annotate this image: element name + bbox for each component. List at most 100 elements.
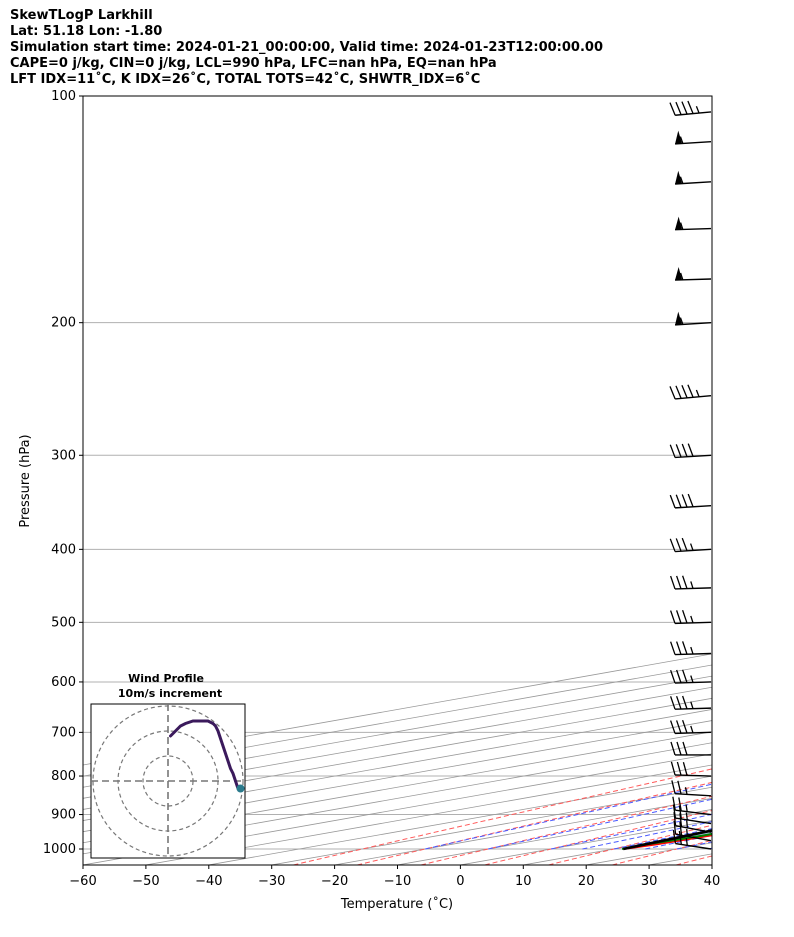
barb-half-feather — [690, 646, 694, 655]
wind-barb — [672, 804, 712, 825]
barb-staff — [674, 227, 712, 231]
wind-barb — [671, 780, 712, 797]
barb-feather — [682, 609, 688, 624]
y-axis-label: Pressure (hPa) — [18, 434, 33, 527]
y-tick-label: 600 — [51, 675, 76, 690]
wind-barb — [672, 829, 712, 850]
x-tick-label: −20 — [321, 874, 348, 889]
barb-feather — [676, 720, 682, 734]
barb-feather — [670, 575, 676, 590]
barb-half-feather — [686, 820, 689, 828]
barb-feather — [676, 575, 682, 589]
moist-adiabat-lines — [425, 96, 794, 850]
barb-feather — [676, 761, 682, 776]
dry-adiabat — [357, 781, 712, 865]
barb-half-feather — [684, 787, 688, 795]
y-tick-label: 1000 — [43, 842, 76, 857]
x-tick-label: −40 — [195, 874, 222, 889]
barb-feather — [676, 669, 682, 684]
barb-feather — [687, 443, 694, 457]
barb-feather — [682, 695, 688, 710]
isotherm-line — [83, 686, 712, 799]
x-tick-label: 20 — [578, 874, 595, 889]
barb-flag — [675, 216, 683, 230]
barb-feather — [675, 101, 682, 115]
hodograph-subtitle: 10m/s increment — [118, 687, 222, 700]
isotherm-line — [83, 731, 712, 844]
barb-feather — [671, 780, 676, 794]
barb-half-feather — [695, 389, 700, 397]
hodograph-grid — [91, 704, 245, 858]
y-tick-label: 400 — [51, 542, 76, 557]
barb-feather — [669, 386, 676, 400]
barb-feather — [670, 761, 676, 776]
parcel-line: CAPE=0 j/kg, CIN=0 j/kg, LCL=990 hPa, LF… — [10, 56, 497, 71]
moist-adiabat — [740, 96, 794, 849]
barb-staff — [675, 141, 712, 145]
barb-feather — [669, 494, 676, 509]
barb-half-feather — [679, 176, 684, 184]
barb-flag — [675, 266, 683, 281]
barb-feather — [678, 805, 682, 820]
barb-staff — [674, 621, 712, 625]
wind-barb — [670, 669, 712, 684]
wind-barb — [670, 575, 712, 590]
barb-flag — [675, 130, 683, 144]
barb-feather — [669, 102, 676, 116]
barb-feather — [677, 780, 682, 795]
barb-half-feather — [685, 838, 688, 846]
x-tick-label: 30 — [641, 874, 658, 889]
x-tick-label: −60 — [69, 874, 96, 889]
x-tick-label: −50 — [132, 874, 159, 889]
barb-feather — [670, 610, 676, 624]
barb-feather — [675, 494, 682, 508]
barb-feather — [682, 641, 688, 655]
barb-feather — [672, 829, 677, 844]
barb-feather — [682, 575, 688, 589]
wind-barb — [670, 641, 712, 656]
isotherm-line — [712, 96, 794, 865]
barb-half-feather — [685, 804, 688, 812]
barb-feather — [682, 720, 688, 734]
y-tick-label: 200 — [51, 316, 76, 331]
wind-barb — [675, 311, 712, 326]
dry-adiabat-lines — [293, 96, 794, 865]
hodograph-trace — [169, 719, 240, 790]
barb-feather — [681, 443, 688, 457]
barb-feather — [669, 538, 676, 552]
barb-feather — [672, 804, 677, 819]
barb-half-feather — [690, 725, 694, 734]
wind-barb — [673, 820, 712, 842]
barb-feather — [675, 538, 682, 552]
chart-header: SkewTLogP Larkhill Lat: 51.18 Lon: -1.80… — [10, 8, 603, 88]
wind-barb — [670, 609, 712, 625]
moist-adiabat — [771, 96, 794, 849]
barb-half-feather — [686, 829, 689, 837]
barb-staff — [675, 181, 712, 185]
barb-feather — [676, 695, 682, 710]
location-line: Lat: 51.18 Lon: -1.80 — [10, 24, 163, 39]
y-tick-label: 500 — [51, 615, 76, 630]
barb-feather — [682, 741, 688, 756]
barb-feather — [687, 100, 694, 114]
wind-barb — [669, 493, 712, 509]
moist-adiabat — [425, 783, 712, 850]
barb-feather — [676, 641, 682, 655]
y-tick-label: 300 — [51, 448, 76, 463]
y-tick-label: 100 — [51, 89, 76, 104]
barb-feather — [670, 641, 676, 655]
barb-feather — [681, 385, 688, 399]
hodograph-inset: Wind Profile 10m/s increment — [90, 672, 246, 859]
dry-adiabat — [740, 96, 794, 865]
barb-feather — [673, 820, 677, 835]
chart-title: SkewTLogP Larkhill — [10, 8, 153, 23]
y-tick-label: 800 — [51, 769, 76, 784]
x-tick-label: 0 — [456, 874, 464, 889]
x-tick-label: 40 — [704, 874, 721, 889]
wind-barb — [675, 170, 712, 185]
isotherm-line — [83, 709, 712, 821]
barb-feather — [670, 741, 676, 756]
barb-feather — [676, 610, 682, 624]
